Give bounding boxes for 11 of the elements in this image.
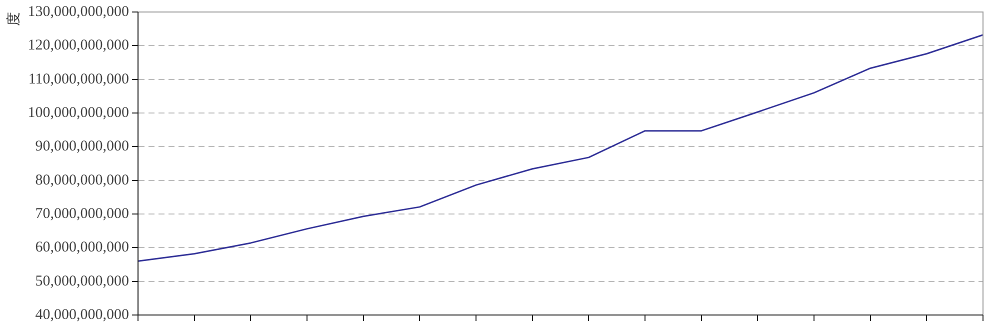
y-tick-label: 100,000,000,000 (28, 104, 130, 121)
y-tick-label: 70,000,000,000 (35, 206, 130, 222)
y-tick-label: 60,000,000,000 (35, 240, 130, 256)
y-tick-label: 40,000,000,000 (35, 306, 130, 323)
y-tick-label: 130,000,000,000 (28, 4, 130, 20)
y-tick-label: 80,000,000,000 (35, 172, 130, 188)
y-tick-label: 50,000,000,000 (35, 273, 130, 290)
y-axis-title: 度 (6, 12, 22, 26)
y-tick-label: 120,000,000,000 (28, 38, 130, 54)
y-tick-label: 110,000,000,000 (28, 71, 130, 88)
y-tick-label: 90,000,000,000 (35, 138, 130, 155)
